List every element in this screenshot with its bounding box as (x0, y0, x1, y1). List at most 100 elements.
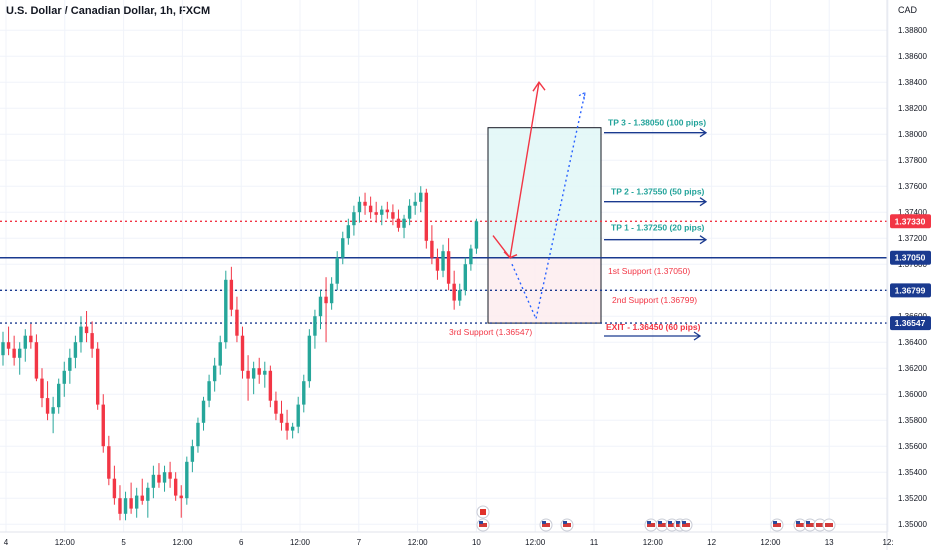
candles (1, 186, 479, 521)
candle-body (335, 257, 339, 284)
price-tick-label: 1.38200 (898, 104, 927, 113)
candle-body (430, 240, 434, 258)
candle-body (268, 370, 273, 401)
candle-body (246, 370, 250, 379)
us-flag-icon[interactable] (539, 518, 553, 532)
candle (407, 199, 412, 226)
candle-body (134, 495, 139, 509)
candle-body (285, 422, 289, 431)
flag-canton (647, 521, 651, 524)
us-flag-icon[interactable] (679, 518, 693, 532)
candle-body (368, 205, 373, 213)
candle-body (129, 498, 133, 509)
candle (341, 231, 345, 265)
candle (12, 335, 16, 366)
candle (157, 463, 161, 488)
candle (23, 329, 27, 362)
candle (18, 342, 22, 375)
candle-body (363, 201, 367, 206)
flag-canton (682, 521, 686, 524)
candle-body (307, 335, 312, 382)
support1-label: 1st Support (1.37050) (608, 266, 690, 276)
candle (40, 368, 44, 408)
candle (452, 270, 456, 310)
flag-canton (542, 521, 546, 524)
price-tick-label: 1.38600 (898, 52, 927, 61)
time-tick-label: 12:00 (290, 538, 311, 547)
candle-body (62, 370, 66, 384)
candle (474, 218, 479, 254)
price-tick-label: 1.37200 (898, 234, 927, 243)
candle-body (18, 348, 22, 358)
candle (458, 283, 462, 306)
candle (302, 374, 306, 413)
price-marker-box (890, 283, 931, 298)
support3-label: 3rd Support (1.36547) (449, 327, 532, 337)
candle-body (469, 248, 473, 265)
candle (51, 396, 55, 434)
price-axis[interactable]: 1.38800 1.38600 1.38400 1.38200 1.38000 1.378… (898, 26, 927, 529)
time-axis[interactable]: 4 12:00 5 12:00 6 12:00 7 12:00 10 12:00 11 12:00 12… (4, 538, 894, 547)
candle-body (352, 212, 356, 226)
bullish-turn (503, 251, 518, 259)
us-flag-icon[interactable] (476, 518, 490, 532)
candle-body (318, 296, 323, 317)
candle (185, 456, 189, 505)
candle-body (118, 498, 122, 514)
candle-body (424, 192, 429, 241)
price-tick-label: 1.38000 (898, 130, 927, 139)
us-flag-icon[interactable] (655, 518, 669, 532)
candle (329, 277, 334, 310)
candle-body (279, 413, 284, 423)
flag-canton (563, 521, 567, 524)
candle (435, 248, 440, 280)
candle (313, 309, 317, 349)
time-tick-label: 12:00 (55, 538, 76, 547)
flag-canton (668, 521, 672, 524)
time-tick-label: 11 (590, 538, 599, 547)
us-flag-icon[interactable] (560, 518, 574, 532)
candle (268, 365, 273, 408)
candle (357, 196, 362, 223)
event-flags[interactable] (476, 505, 836, 532)
us-flag-icon[interactable] (770, 518, 784, 532)
candle-body (23, 335, 27, 349)
chart-grid (0, 0, 889, 532)
price-marker-label: 1.36799 (895, 285, 926, 295)
candle (296, 396, 300, 434)
time-tick-label: 12:00 (408, 538, 429, 547)
candle (218, 335, 222, 375)
candle-body (34, 342, 39, 379)
us-flag-icon[interactable] (822, 518, 836, 532)
candle (463, 257, 468, 296)
us-flag-icon[interactable] (644, 518, 658, 532)
candle-body (396, 218, 401, 228)
price-marker-label: 1.37330 (895, 216, 926, 226)
candle-body (107, 446, 111, 479)
candle-body (29, 335, 33, 343)
candle-body (196, 422, 200, 447)
price-marker-label: 1.36547 (895, 318, 926, 328)
candle-body (441, 251, 445, 271)
candle-body (207, 381, 211, 401)
price-tick-label: 1.37800 (898, 156, 927, 165)
flag-stripes (816, 523, 824, 527)
flag-stripes (773, 523, 781, 527)
price-tick-label: 1.36400 (898, 338, 927, 347)
candle-body (374, 212, 378, 215)
canada-flag-icon[interactable] (476, 505, 490, 519)
candle-body (157, 474, 161, 483)
exit-arrow-head (693, 331, 702, 341)
flag-stripes (479, 523, 487, 527)
candle (84, 311, 89, 343)
candle-body (263, 370, 267, 375)
candle (352, 205, 356, 236)
candle (107, 435, 111, 486)
tp2-arrow-head (699, 197, 708, 207)
chart-title: U.S. Dollar / Canadian Dollar, 1h, FXCM (6, 5, 211, 17)
position-box (487, 127, 602, 324)
price-marker: 1.37330 (890, 214, 931, 229)
candle (229, 266, 234, 317)
candle (79, 316, 83, 353)
